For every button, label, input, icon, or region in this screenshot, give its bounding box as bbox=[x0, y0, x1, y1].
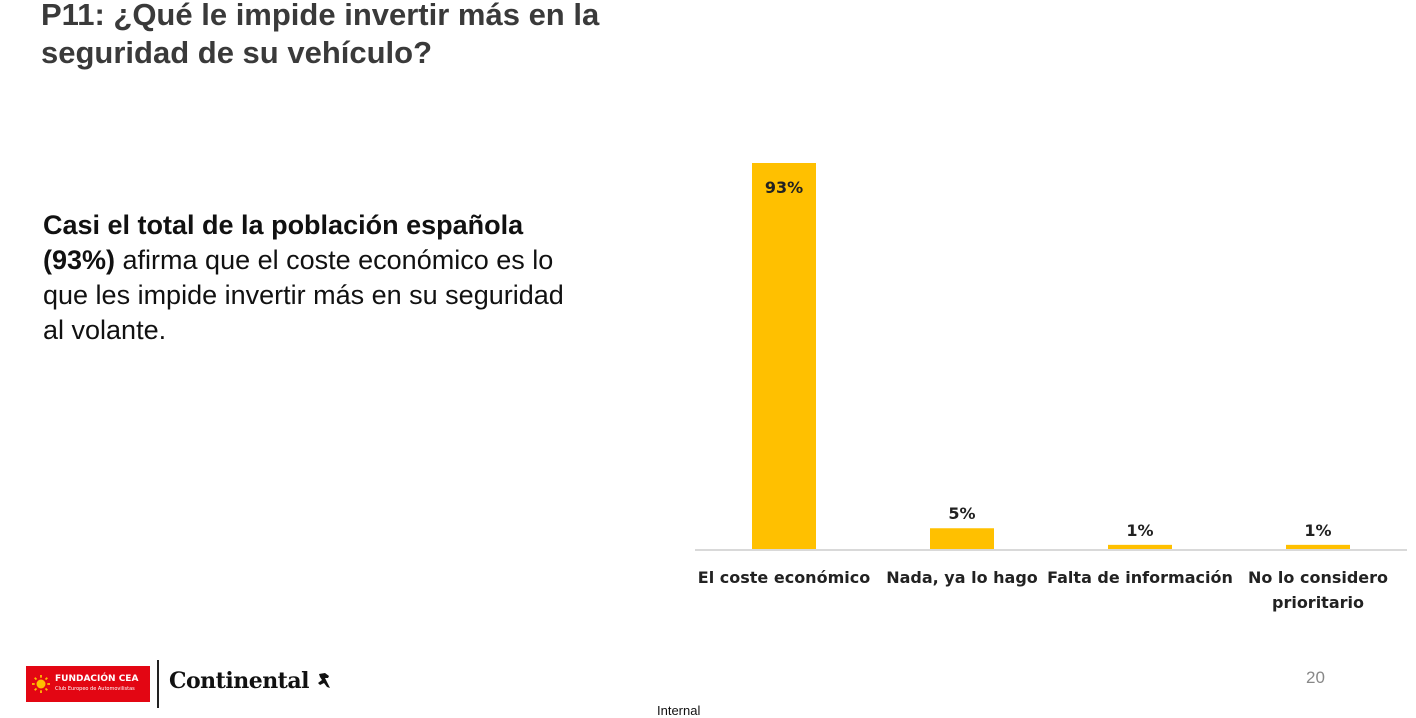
bar-0 bbox=[752, 163, 816, 549]
category-label-2: Falta de información bbox=[1047, 568, 1233, 587]
bar-2 bbox=[1108, 544, 1172, 549]
bar-chart: 93% El coste económico 5% Nada, ya lo hago 1… bbox=[695, 163, 1407, 612]
continental-wordmark: Continental bbox=[169, 668, 309, 694]
category-label-0: El coste económico bbox=[698, 568, 870, 587]
summary-text: Casi el total de la población española (… bbox=[43, 208, 583, 348]
sun-icon bbox=[32, 675, 50, 693]
page-number: 20 bbox=[1306, 668, 1325, 687]
bar-3 bbox=[1286, 544, 1350, 549]
title-line-1: P11: ¿Qué le impide invertir más en la bbox=[41, 0, 600, 32]
fundacion-cea-logo: FUNDACIÓN CEA Club Europeo de Automovili… bbox=[26, 666, 150, 702]
data-label-0: 93% bbox=[765, 178, 803, 197]
cea-name: FUNDACIÓN CEA bbox=[55, 674, 139, 684]
summary-highlight: Casi el total de la población española (… bbox=[43, 210, 524, 275]
title-line-2: seguridad de su vehículo? bbox=[41, 35, 433, 70]
category-label-3-line-0: No lo considero bbox=[1248, 568, 1388, 587]
category-label-1: Nada, ya lo hago bbox=[886, 568, 1038, 587]
data-label-2: 1% bbox=[1126, 521, 1153, 540]
horse-icon bbox=[318, 673, 331, 688]
category-label-3-line-1: prioritario bbox=[1272, 593, 1364, 612]
data-label-1: 5% bbox=[948, 504, 975, 523]
data-label-3: 1% bbox=[1304, 521, 1331, 540]
logo-divider bbox=[157, 660, 159, 708]
summary-body: afirma que el coste económico es lo que … bbox=[43, 245, 564, 345]
bar-1 bbox=[930, 528, 994, 549]
cea-subtitle: Club Europeo de Automovilistas bbox=[55, 686, 135, 692]
continental-logo: Continental bbox=[169, 668, 332, 694]
page-title: P11: ¿Qué le impide invertir más en la s… bbox=[41, 0, 681, 72]
classification-label: Internal bbox=[657, 703, 701, 718]
